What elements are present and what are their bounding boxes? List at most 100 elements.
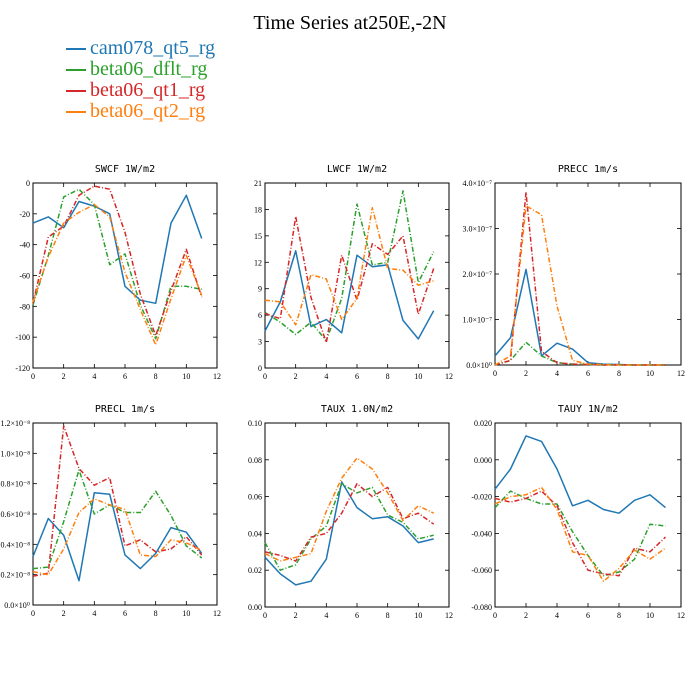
series-line <box>264 457 435 562</box>
x-tick-label: 0 <box>31 372 35 381</box>
x-tick-label: 4 <box>324 372 328 381</box>
y-tick-label: 1.0×10⁻⁸ <box>0 449 30 458</box>
x-tick-label: 2 <box>524 611 528 620</box>
series-line <box>264 206 434 326</box>
x-tick-label: 8 <box>386 611 390 620</box>
y-tick-label: 0 <box>26 179 30 188</box>
y-tick-label: 0 <box>258 364 262 373</box>
chart-panel: SWCF 1W/m2 0 2 4 6 8 10 12 -120 -100 -80 -60 -40 -20 0 <box>15 164 221 381</box>
panel-title: PRECL 1m/s <box>95 404 155 415</box>
plot-frame <box>494 422 682 608</box>
y-tick-label: 18 <box>254 205 262 214</box>
page-title: Time Series at250E,-2N <box>253 12 447 34</box>
y-tick-label: 0.2×10⁻⁸ <box>0 571 30 580</box>
y-tick-label: 21 <box>254 179 262 188</box>
y-tick-label: -80 <box>19 302 30 311</box>
series-line <box>494 490 666 577</box>
x-tick-label: 0 <box>263 611 267 620</box>
panel-title: LWCF 1W/m2 <box>327 164 387 175</box>
x-tick-label: 10 <box>414 372 422 381</box>
y-tick-label: 0.0×10⁰ <box>4 601 30 610</box>
chart-panel: TAUY 1N/m2 0 2 4 6 8 10 12 -0.080 -0.060 -0.040 -0.… <box>471 404 685 620</box>
panel-title: TAUY 1N/m2 <box>558 404 618 415</box>
x-tick-label: 8 <box>617 611 621 620</box>
series-line <box>32 188 202 340</box>
y-tick-label: -120 <box>15 364 30 373</box>
x-tick-label: 6 <box>586 369 590 378</box>
x-tick-label: 10 <box>646 611 654 620</box>
x-tick-label: 6 <box>355 611 359 620</box>
series-line <box>32 498 203 576</box>
panel-title: PRECC 1m/s <box>558 164 618 175</box>
panel-title: TAUX 1.0N/m2 <box>321 404 393 415</box>
x-tick-label: 6 <box>123 372 127 381</box>
x-tick-label: 0 <box>31 609 35 618</box>
x-tick-label: 10 <box>182 372 190 381</box>
x-tick-label: 2 <box>294 372 298 381</box>
x-tick-label: 2 <box>524 369 528 378</box>
series-line <box>32 469 203 570</box>
series-line <box>264 481 434 586</box>
series-line <box>494 205 666 366</box>
legend-label: beta06_qt1_rg <box>90 79 206 101</box>
chart-panel: PRECC 1m/s 0 2 4 6 8 10 12 0.0×10⁰ 1.0×10⁻⁷ 2.0×10… <box>462 164 685 378</box>
series-line <box>32 492 203 582</box>
series-line <box>32 194 203 305</box>
y-tick-label: -0.040 <box>471 529 492 538</box>
y-tick-label: -40 <box>19 241 30 250</box>
y-tick-label: 3.0×10⁻⁷ <box>462 225 492 234</box>
x-tick-label: 4 <box>92 372 96 381</box>
x-tick-label: 0 <box>493 369 497 378</box>
x-tick-label: 4 <box>92 609 96 618</box>
x-tick-label: 12 <box>213 372 221 381</box>
x-tick-label: 4 <box>555 369 559 378</box>
y-tick-label: 0.00 <box>248 603 262 612</box>
x-tick-label: 6 <box>586 611 590 620</box>
y-tick-label: -100 <box>15 333 30 342</box>
y-tick-label: -0.060 <box>471 566 492 575</box>
y-tick-label: 0.6×10⁻⁸ <box>0 510 30 519</box>
x-tick-label: 12 <box>677 611 685 620</box>
series-line <box>494 435 666 514</box>
x-tick-label: 6 <box>355 372 359 381</box>
x-tick-label: 10 <box>182 609 190 618</box>
series-line <box>32 185 203 337</box>
legend-swatch <box>66 111 86 113</box>
x-tick-label: 8 <box>617 369 621 378</box>
y-tick-label: 0.08 <box>248 456 262 465</box>
x-tick-label: 2 <box>294 611 298 620</box>
plot-frame <box>32 182 218 369</box>
y-tick-label: 0.02 <box>248 566 262 575</box>
y-tick-label: 0.04 <box>248 529 262 538</box>
series-line <box>494 191 666 366</box>
legend-label: beta06_qt2_rg <box>90 100 206 122</box>
y-tick-label: -0.080 <box>471 603 492 612</box>
chart-panel: PRECL 1m/s 0 2 4 6 8 10 12 0.0×10⁰ 0.2×10⁻⁸ 0.4×10… <box>0 404 221 618</box>
y-tick-label: 15 <box>254 232 262 241</box>
series-line <box>494 486 666 582</box>
plot-frame <box>494 182 682 366</box>
x-tick-label: 8 <box>386 372 390 381</box>
x-tick-label: 10 <box>414 611 422 620</box>
x-tick-label: 12 <box>213 609 221 618</box>
legend-swatch <box>66 90 86 92</box>
x-tick-label: 4 <box>324 611 328 620</box>
x-tick-label: 2 <box>62 372 66 381</box>
series-line <box>264 215 435 344</box>
x-tick-label: 0 <box>493 611 497 620</box>
series-line <box>264 250 435 340</box>
y-tick-label: 0.8×10⁻⁸ <box>0 480 30 489</box>
y-tick-label: 0.06 <box>248 493 262 502</box>
series-line <box>494 268 666 366</box>
y-tick-label: 4.0×10⁻⁷ <box>462 179 492 188</box>
y-tick-label: 6 <box>258 311 262 320</box>
x-tick-label: 12 <box>445 611 453 620</box>
x-tick-label: 6 <box>123 609 127 618</box>
y-tick-label: 12 <box>254 258 262 267</box>
x-tick-label: 8 <box>154 372 158 381</box>
x-tick-label: 0 <box>263 372 267 381</box>
x-tick-label: 12 <box>445 372 453 381</box>
plot-frame <box>32 422 218 606</box>
x-tick-label: 2 <box>62 609 66 618</box>
chart-panel: TAUX 1.0N/m2 0 2 4 6 8 10 12 0.00 0.02 0.04 0.06 0.0… <box>248 404 453 620</box>
